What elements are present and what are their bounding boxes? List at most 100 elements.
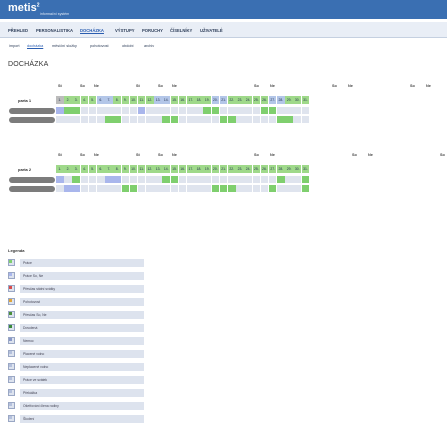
attendance-cell[interactable] — [170, 185, 179, 192]
day-header[interactable]: 2. — [64, 165, 72, 173]
submenu-item-dochazka[interactable]: docházka — [27, 44, 44, 48]
day-header[interactable]: 31. — [301, 96, 310, 104]
day-header[interactable]: 7. — [105, 96, 113, 104]
attendance-cell[interactable] — [121, 185, 130, 192]
attendance-cell[interactable] — [178, 185, 187, 192]
attendance-cell[interactable] — [72, 176, 80, 183]
day-header[interactable]: 25. — [252, 165, 261, 173]
attendance-cell[interactable] — [162, 116, 171, 123]
attendance-cell[interactable] — [219, 176, 228, 183]
attendance-cell[interactable] — [137, 176, 146, 183]
day-header[interactable]: 3. — [72, 96, 80, 104]
attendance-cell[interactable] — [252, 107, 261, 114]
attendance-cell[interactable] — [285, 176, 293, 183]
day-header[interactable]: 15. — [170, 96, 179, 104]
attendance-cell[interactable] — [146, 185, 154, 192]
attendance-cell[interactable] — [105, 116, 113, 123]
attendance-cell[interactable] — [154, 107, 162, 114]
menu-item-ciselniky[interactable]: ČÍSELNÍKY — [170, 28, 193, 33]
day-header[interactable]: 29. — [285, 96, 293, 104]
attendance-cell[interactable] — [146, 107, 154, 114]
attendance-cell[interactable] — [211, 176, 220, 183]
attendance-cell[interactable] — [244, 107, 252, 114]
day-header[interactable]: 14. — [162, 96, 171, 104]
day-header[interactable]: 17. — [187, 96, 195, 104]
attendance-cell[interactable] — [195, 116, 203, 123]
day-header[interactable]: 18. — [195, 165, 203, 173]
attendance-cell[interactable] — [260, 176, 269, 183]
attendance-cell[interactable] — [137, 116, 146, 123]
day-header[interactable]: 12. — [146, 165, 154, 173]
day-header[interactable]: 28. — [277, 96, 285, 104]
day-header[interactable]: 24. — [244, 96, 252, 104]
day-header[interactable]: 10. — [129, 96, 138, 104]
day-header[interactable]: 20. — [211, 165, 220, 173]
attendance-cell[interactable] — [301, 116, 310, 123]
attendance-cell[interactable] — [195, 185, 203, 192]
day-header[interactable]: 26. — [260, 165, 269, 173]
attendance-cell[interactable] — [277, 176, 285, 183]
attendance-cell[interactable] — [170, 176, 179, 183]
attendance-cell[interactable] — [219, 116, 228, 123]
attendance-cell[interactable] — [268, 176, 277, 183]
attendance-cell[interactable] — [121, 107, 130, 114]
attendance-cell[interactable] — [187, 107, 195, 114]
attendance-cell[interactable] — [244, 185, 252, 192]
attendance-cell[interactable] — [268, 116, 277, 123]
attendance-cell[interactable] — [170, 116, 179, 123]
day-header[interactable]: 24. — [244, 165, 252, 173]
attendance-cell[interactable] — [113, 107, 121, 114]
attendance-cell[interactable] — [80, 185, 89, 192]
day-header[interactable]: 1. — [56, 165, 64, 173]
attendance-cell[interactable] — [236, 116, 244, 123]
attendance-cell[interactable] — [162, 107, 171, 114]
attendance-cell[interactable] — [195, 176, 203, 183]
attendance-cell[interactable] — [64, 116, 72, 123]
day-header[interactable]: 22. — [227, 96, 236, 104]
attendance-cell[interactable] — [105, 176, 113, 183]
attendance-cell[interactable] — [88, 185, 97, 192]
employee-name-bar[interactable] — [9, 108, 55, 114]
submenu-item-pohotovost[interactable]: pohotovost — [90, 44, 109, 48]
attendance-cell[interactable] — [252, 116, 261, 123]
employee-name-bar[interactable] — [9, 186, 55, 192]
submenu-item-import[interactable]: import — [9, 44, 20, 48]
attendance-cell[interactable] — [96, 176, 105, 183]
day-header[interactable]: 19. — [203, 96, 211, 104]
attendance-cell[interactable] — [80, 176, 89, 183]
day-header[interactable]: 15. — [170, 165, 179, 173]
attendance-cell[interactable] — [293, 185, 302, 192]
attendance-cell[interactable] — [96, 107, 105, 114]
menu-item-poruchy[interactable]: PORUCHY — [142, 28, 163, 33]
attendance-cell[interactable] — [129, 185, 138, 192]
day-header[interactable]: 4. — [80, 165, 89, 173]
attendance-cell[interactable] — [285, 185, 293, 192]
attendance-cell[interactable] — [236, 176, 244, 183]
day-header[interactable]: 23. — [236, 165, 244, 173]
attendance-cell[interactable] — [277, 107, 285, 114]
attendance-cell[interactable] — [227, 176, 236, 183]
attendance-cell[interactable] — [211, 185, 220, 192]
attendance-cell[interactable] — [277, 185, 285, 192]
attendance-cell[interactable] — [105, 185, 113, 192]
attendance-cell[interactable] — [277, 116, 285, 123]
attendance-cell[interactable] — [252, 185, 261, 192]
attendance-cell[interactable] — [227, 185, 236, 192]
day-header[interactable]: 26. — [260, 96, 269, 104]
attendance-cell[interactable] — [211, 107, 220, 114]
attendance-cell[interactable] — [244, 176, 252, 183]
day-header[interactable]: 9. — [121, 96, 130, 104]
day-header[interactable]: 19. — [203, 165, 211, 173]
attendance-cell[interactable] — [236, 107, 244, 114]
submenu-item-mesicni-slozky[interactable]: měsíční složky — [52, 44, 77, 48]
day-header[interactable]: 22. — [227, 165, 236, 173]
attendance-cell[interactable] — [285, 116, 293, 123]
menu-item-vystupy[interactable]: VÝSTUPY — [115, 28, 135, 33]
day-header[interactable]: 5. — [88, 165, 97, 173]
employee-name-bar[interactable] — [9, 117, 55, 123]
attendance-cell[interactable] — [268, 107, 277, 114]
attendance-cell[interactable] — [80, 116, 89, 123]
attendance-cell[interactable] — [88, 107, 97, 114]
attendance-cell[interactable] — [154, 176, 162, 183]
attendance-cell[interactable] — [178, 116, 187, 123]
